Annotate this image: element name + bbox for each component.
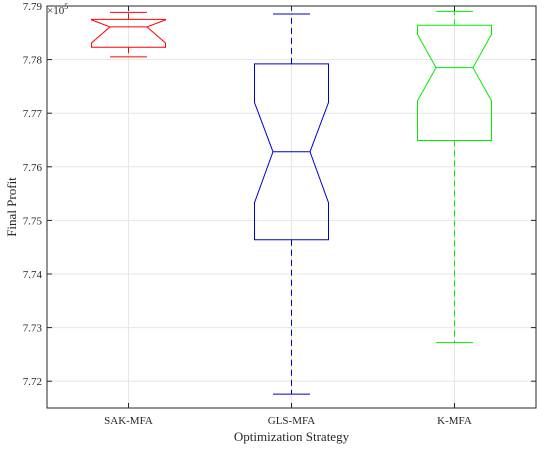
y-axis-title: Final Profit	[4, 177, 19, 237]
grid-layer	[47, 5, 536, 408]
box-sak-mfa	[91, 11, 166, 58]
ticks-layer: 7.72 7.73 7.74 7.75 7.76 7.77 7.78 7.79 SAK-MFA G…	[23, 1, 536, 427]
y-tick-label: 7.78	[23, 55, 43, 67]
x-axis-title: Optimization Strategy	[234, 429, 350, 444]
y-tick-label: 7.73	[23, 323, 43, 335]
x-tick-label: GLS-MFA	[268, 415, 316, 427]
notched-box	[417, 24, 492, 141]
x-tick-label: SAK-MFA	[104, 415, 153, 427]
y-tick-label: 7.74	[23, 269, 43, 281]
y-axis-exponent: ×105	[47, 2, 68, 17]
notched-box	[91, 18, 166, 48]
x-tick-label: K-MFA	[437, 415, 472, 427]
y-tick-label: 7.77	[23, 108, 43, 120]
y-exponent-base: ×10	[47, 5, 65, 17]
notched-box	[254, 63, 329, 241]
box-gls-mfa	[254, 13, 329, 395]
y-tick-label: 7.72	[23, 376, 42, 388]
boxes-layer	[91, 10, 492, 395]
y-tick-label: 7.76	[23, 162, 43, 174]
y-tick-label: 7.79	[23, 1, 43, 13]
box-k-mfa	[417, 10, 492, 344]
y-tick-label: 7.75	[23, 215, 43, 227]
y-exponent-power: 5	[64, 2, 68, 11]
